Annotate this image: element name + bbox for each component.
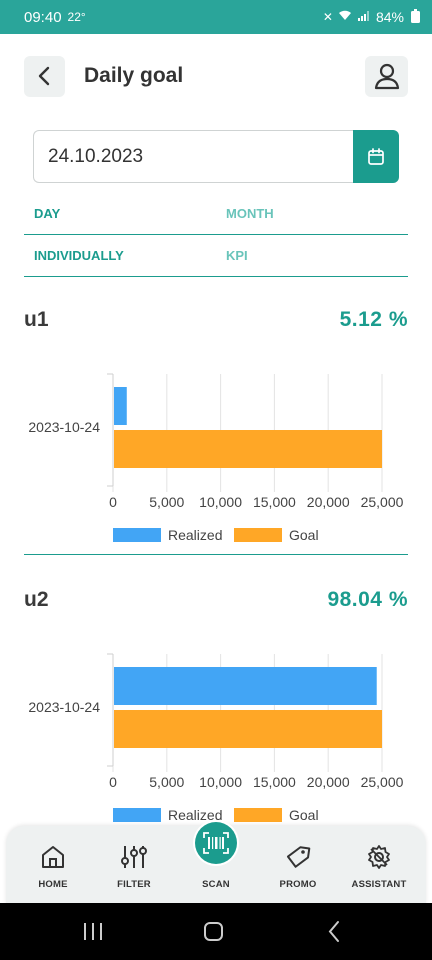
tag-icon — [286, 846, 311, 868]
bar-realized — [114, 387, 127, 425]
chart-svg: 0 5,000 10,000 15,000 20,000 25,000 2023-10-24… — [28, 653, 404, 823]
x-tick-label: 15,000 — [253, 774, 296, 790]
legend-swatch-goal — [234, 808, 282, 822]
category-label: 2023-10-24 — [28, 419, 100, 435]
legend-label-goal: Goal — [289, 807, 319, 823]
x-tick-label: 10,000 — [199, 774, 242, 790]
app-header: Daily goal — [24, 55, 408, 97]
chevron-left-icon — [38, 66, 49, 86]
user-icon — [374, 63, 399, 90]
nav-promo[interactable]: PROMO — [258, 844, 338, 890]
wifi-icon — [338, 10, 352, 24]
section-percent-u2: 98.04 % — [327, 588, 408, 611]
chart-svg: 0 5,000 10,000 15,000 20,000 25,000 2023-10-24… — [28, 373, 404, 543]
date-picker: 24.10.2023 — [33, 130, 399, 183]
x-tick-label: 5,000 — [149, 774, 184, 790]
x-tick-label: 20,000 — [307, 494, 350, 510]
section-divider — [24, 554, 408, 555]
home-icon — [42, 846, 64, 868]
nav-filter-label: FILTER — [117, 879, 151, 890]
date-input[interactable]: 24.10.2023 — [33, 130, 353, 183]
legend-swatch-goal — [234, 528, 282, 542]
signal-icon — [357, 10, 371, 24]
section-percent-u1: 5.12 % — [339, 308, 408, 331]
x-tick-label: 15,000 — [253, 494, 296, 510]
gear-icon — [368, 845, 390, 869]
nav-assistant-label: ASSISTANT — [351, 879, 407, 890]
nav-assistant[interactable]: ASSISTANT — [339, 844, 419, 890]
battery-percent: 84% — [375, 9, 404, 25]
bar-goal — [114, 430, 382, 468]
x-tick-label: 10,000 — [199, 494, 242, 510]
chart-u2: 0 5,000 10,000 15,000 20,000 25,000 2023-10-24… — [0, 644, 432, 830]
x-tick-label: 0 — [109, 494, 117, 510]
status-temp: 22° — [67, 10, 86, 24]
nav-promo-label: PROMO — [279, 879, 317, 890]
bottom-nav: HOME FILTER SCAN — [6, 822, 426, 904]
system-nav-bar — [0, 903, 432, 960]
tab-individually[interactable]: INDIVIDUALLY — [34, 248, 124, 263]
x-tick-label: 20,000 — [307, 774, 350, 790]
silent-icon: ✕ — [322, 10, 333, 24]
legend-label-goal: Goal — [289, 527, 319, 543]
legend-label-realized: Realized — [168, 527, 222, 543]
nav-home-label: HOME — [38, 879, 68, 890]
period-tabs: DAY MONTH — [24, 193, 408, 235]
nav-scan-label: SCAN — [202, 879, 230, 890]
calendar-button[interactable] — [353, 130, 399, 183]
x-tick-label: 25,000 — [361, 774, 404, 790]
legend-label-realized: Realized — [168, 807, 222, 823]
nav-scan[interactable]: SCAN — [176, 844, 256, 890]
x-tick-label: 25,000 — [361, 494, 404, 510]
tab-month[interactable]: MONTH — [226, 206, 274, 221]
recents-icon[interactable] — [84, 923, 102, 940]
filter-icon — [121, 846, 147, 868]
section-title-u2: u2 — [24, 588, 49, 611]
battery-icon — [411, 9, 420, 23]
nav-home[interactable]: HOME — [13, 844, 93, 890]
section-title-u1: u1 — [24, 308, 49, 331]
back-system-icon[interactable] — [328, 921, 339, 942]
tab-kpi[interactable]: KPI — [226, 248, 248, 263]
profile-button[interactable] — [365, 55, 408, 97]
bar-goal — [114, 710, 382, 748]
category-label: 2023-10-24 — [28, 699, 100, 715]
home-system-icon[interactable] — [204, 922, 223, 941]
x-tick-label: 5,000 — [149, 494, 184, 510]
barcode-icon — [203, 832, 229, 854]
back-button[interactable] — [24, 55, 65, 97]
nav-filter[interactable]: FILTER — [94, 844, 174, 890]
chart-u1: 0 5,000 10,000 15,000 20,000 25,000 2023-10-24… — [0, 364, 432, 550]
tab-day[interactable]: DAY — [34, 206, 61, 221]
bar-realized — [114, 667, 377, 705]
legend-swatch-realized — [113, 808, 161, 822]
legend-swatch-realized — [113, 528, 161, 542]
page-title: Daily goal — [84, 64, 184, 87]
x-tick-label: 0 — [109, 774, 117, 790]
status-bar: 09:40 22° ✕ 84% — [0, 0, 432, 34]
scan-button[interactable] — [195, 822, 237, 864]
status-time: 09:40 — [24, 8, 62, 26]
mode-tabs: INDIVIDUALLY KPI — [24, 235, 408, 277]
status-icons: ✕ 84% — [323, 9, 420, 25]
calendar-icon — [368, 147, 384, 165]
